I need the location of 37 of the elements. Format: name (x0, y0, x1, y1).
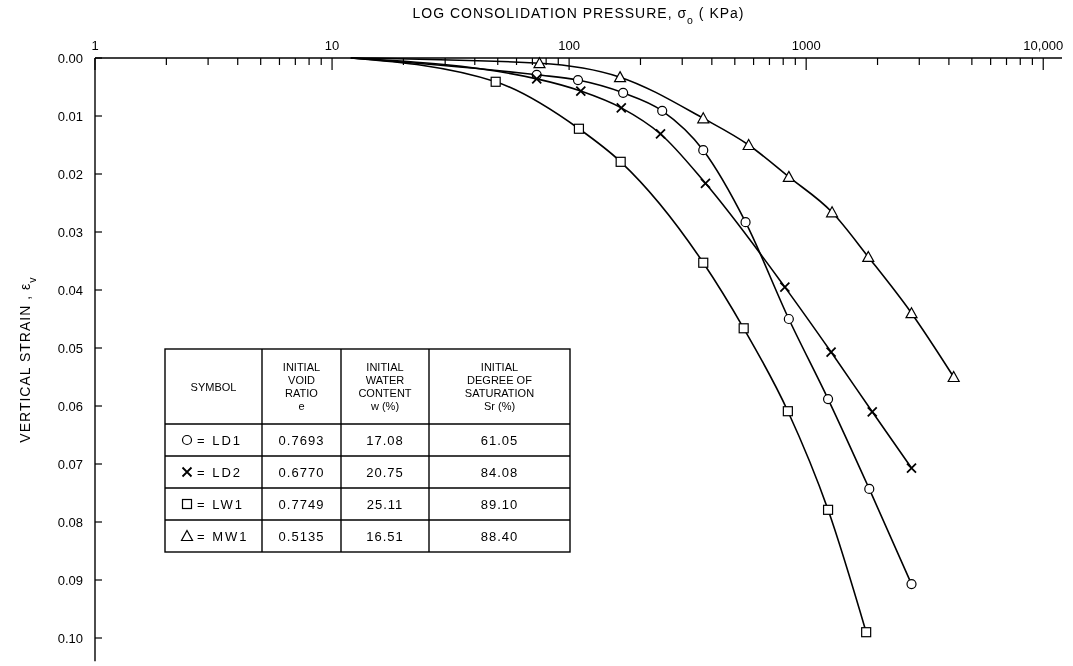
x-tick-label: 100 (558, 38, 580, 53)
x-tick-label: 1 (91, 38, 99, 53)
legend-label: = MW1 (197, 529, 249, 544)
y-tick-label: 0.10 (57, 631, 83, 646)
annotation: 20.75 (366, 465, 404, 480)
x-axis-title: LOG CONSOLIDATION PRESSURE, σ$_{o}$ ( KPa) (412, 5, 745, 26)
annotation: 0.7749 (278, 497, 325, 512)
annotation: SYMBOL (190, 380, 237, 393)
annotation: 25.11 (366, 497, 404, 512)
annotation: 0.7693 (278, 433, 325, 448)
annotation: 0.5135 (278, 529, 325, 544)
y-tick-label: 0.02 (57, 167, 83, 182)
annotation: 84.08 (480, 465, 519, 480)
annotation: INITIAL WATER CONTENT w (%) (358, 361, 412, 412)
y-tick-label: 0.04 (57, 283, 83, 298)
y-tick-label: 0.08 (57, 515, 83, 530)
x-tick-label: 10,000 (1023, 38, 1064, 53)
y-tick-label: 0.09 (57, 573, 83, 588)
annotation: INITIAL VOID RATIO e (282, 361, 321, 412)
annotation: 88.40 (480, 529, 519, 544)
y-tick-label: 0.00 (57, 51, 83, 66)
y-tick-label: 0.01 (57, 109, 83, 124)
y-tick-label: 0.03 (57, 225, 83, 240)
x-tick-label: 10 (324, 38, 340, 53)
annotation: 61.05 (480, 433, 519, 448)
annotation: 0.6770 (278, 465, 325, 480)
legend-label: = LW1 (197, 497, 244, 512)
legend-label: = LD2 (197, 465, 243, 480)
y-tick-label: 0.06 (57, 399, 83, 414)
y-tick-label: 0.05 (57, 341, 83, 356)
x-tick-label: 1000 (791, 38, 821, 53)
annotation: 89.10 (480, 497, 519, 512)
legend-label: = LD1 (197, 433, 243, 448)
annotation: INITIAL DEGREE OF SATURATION Sr (%) (464, 361, 535, 412)
annotation: 17.08 (366, 433, 404, 448)
annotation: 16.51 (366, 529, 404, 544)
y-tick-label: 0.07 (57, 457, 83, 472)
